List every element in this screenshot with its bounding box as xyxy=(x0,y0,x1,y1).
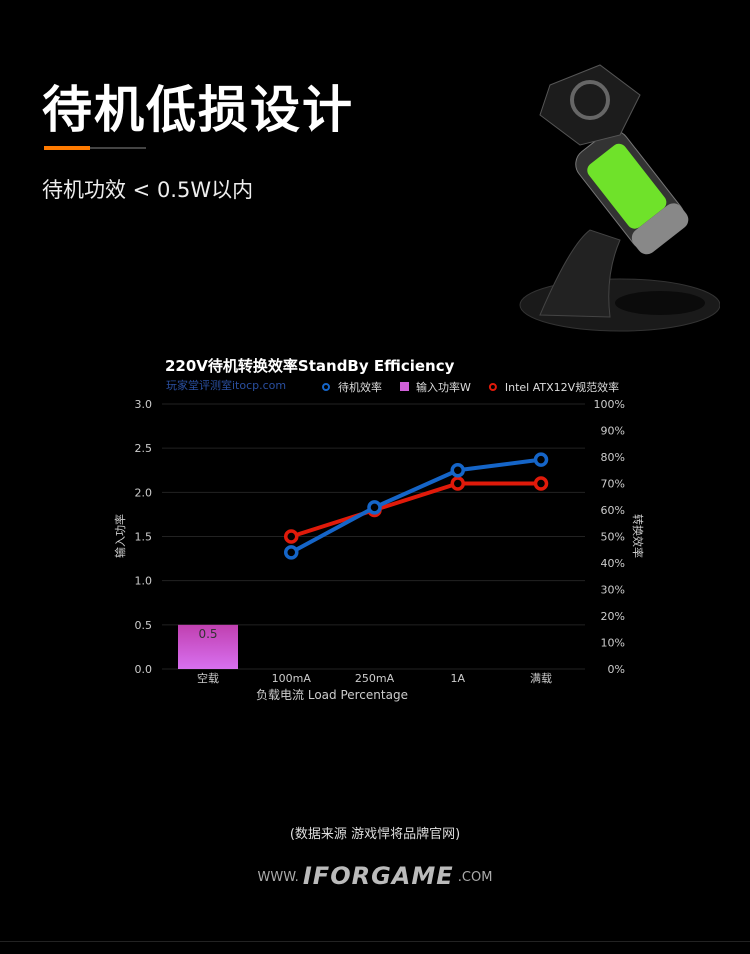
series-line xyxy=(290,481,541,539)
battery-icon xyxy=(587,143,667,229)
y2-tick-label: 60% xyxy=(601,504,625,517)
standby-efficiency-chart: 220V待机转换效率StandBy Efficiency 玩家堂评测室itocp… xyxy=(113,357,645,702)
chart-legend: 待机效率 输入功率W Intel ATX12V规范效率 xyxy=(322,380,619,394)
y-tick-label: 0.0 xyxy=(135,663,153,676)
y2-tick-label: 20% xyxy=(601,610,625,623)
y2-axis-label: 转换效率 xyxy=(631,514,645,558)
legend-marker xyxy=(488,383,497,391)
y2-tick-label: 0% xyxy=(608,663,625,676)
data-point xyxy=(284,545,299,560)
y2-tick-label: 90% xyxy=(601,425,625,438)
logo-suffix: .COM xyxy=(457,870,493,885)
chart-watermark: 玩家堂评测室itocp.com xyxy=(166,378,286,392)
series-line xyxy=(290,457,542,555)
y2-tick-label: 10% xyxy=(601,637,625,650)
page-subtitle: 待机功效 < 0.5W以内 xyxy=(42,178,254,202)
y2-tick-label: 40% xyxy=(601,557,625,570)
data-source-note: (数据来源 游戏悍将品牌官网) xyxy=(289,827,461,842)
logo-prefix: WWW. xyxy=(257,870,299,885)
product-image xyxy=(519,64,720,332)
y-axis-label: 输入功率 xyxy=(113,514,127,558)
y2-tick-label: 30% xyxy=(601,584,625,597)
x-tick-label: 满载 xyxy=(530,672,552,685)
legend-label: 输入功率W xyxy=(416,380,471,394)
y2-tick-label: 70% xyxy=(601,478,625,491)
x-tick-label: 250mA xyxy=(355,672,395,685)
data-point xyxy=(533,452,549,467)
data-point xyxy=(450,476,465,491)
data-point xyxy=(367,500,382,515)
y2-tick-label: 50% xyxy=(601,531,625,544)
bottom-divider xyxy=(0,941,750,942)
legend-label: 待机效率 xyxy=(338,380,382,394)
y-tick-label: 1.5 xyxy=(135,531,153,544)
y2-tick-label: 100% xyxy=(594,398,625,411)
y-tick-label: 2.5 xyxy=(135,442,153,455)
data-point xyxy=(450,463,465,478)
chart-title: 220V待机转换效率StandBy Efficiency xyxy=(165,357,455,375)
y-tick-label: 0.5 xyxy=(135,619,153,632)
data-point xyxy=(533,476,549,491)
legend-swatch xyxy=(400,382,409,391)
legend-marker xyxy=(322,383,330,391)
y-tick-label: 2.0 xyxy=(135,486,153,499)
page-title: 待机低损设计 xyxy=(42,81,354,139)
bar xyxy=(178,624,238,669)
logo-text: IFORGAME xyxy=(302,862,454,890)
x-tick-label: 1A xyxy=(450,672,465,685)
y-tick-label: 1.0 xyxy=(135,575,153,588)
legend-label: Intel ATX12V规范效率 xyxy=(505,380,619,394)
y-tick-label: 3.0 xyxy=(135,398,153,411)
data-point xyxy=(284,529,299,544)
bar-data-label: 0.5 xyxy=(198,627,217,641)
x-tick-label: 空载 xyxy=(197,671,219,685)
title-divider xyxy=(44,146,146,150)
x-tick-label: 100mA xyxy=(272,672,312,685)
y2-tick-label: 80% xyxy=(601,451,625,464)
brand-logo[interactable]: WWW. IFORGAME .COM xyxy=(0,862,750,890)
x-axis-label: 负载电流 Load Percentage xyxy=(256,688,408,702)
